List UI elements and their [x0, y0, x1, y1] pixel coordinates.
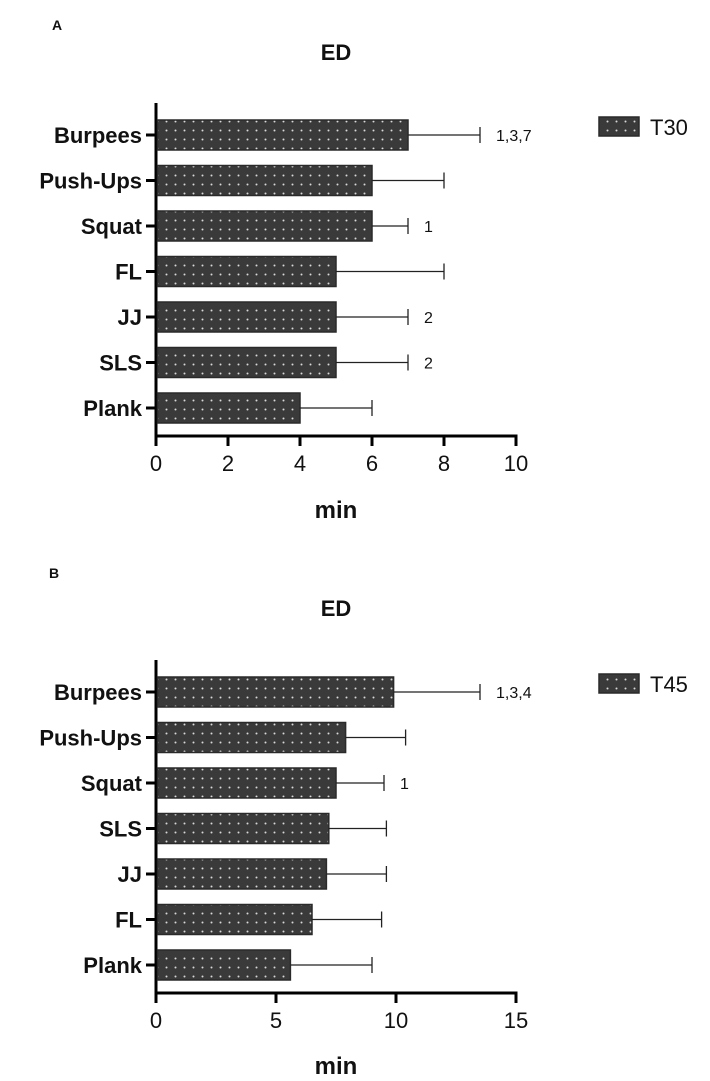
- panel-a-category-label: Squat: [81, 214, 143, 239]
- panel-b-letter: B: [49, 565, 59, 581]
- panel-a-bar-sls: [156, 346, 337, 379]
- panel-b-bar-sls: [156, 812, 330, 845]
- panel-b-legend-label: T45: [650, 672, 688, 697]
- panel-a-letter: A: [52, 17, 62, 33]
- panel-b-bar-burpees: [156, 676, 395, 708]
- panel-a-x-tick-label: 6: [366, 451, 378, 476]
- panel-b-title: ED: [321, 596, 352, 621]
- panel-a-bar-squat: [156, 210, 373, 242]
- panel-a-bar-plank: [156, 392, 301, 424]
- panel-b-bar-fl: [156, 903, 313, 936]
- panel-a-x-tick-label: 0: [150, 451, 162, 476]
- panel-a-x-tick-label: 2: [222, 451, 234, 476]
- panel-a-legend-label: T30: [650, 115, 688, 140]
- panel-a-bar-jj: [156, 301, 337, 333]
- panel-b-category-label: Burpees: [54, 680, 142, 705]
- panel-a-bar-push-ups: [156, 164, 373, 197]
- panel-b-category-label: Squat: [81, 771, 143, 796]
- panel-a-category-label: FL: [115, 260, 142, 285]
- panel-a-category-label: JJ: [118, 305, 142, 330]
- panel-b-category-label: FL: [115, 908, 142, 933]
- panel-a-category-label: SLS: [99, 351, 142, 376]
- panel-b-bar-plank: [156, 949, 292, 981]
- panel-b-category-label: SLS: [99, 817, 142, 842]
- panel-a-x-tick-label: 8: [438, 451, 450, 476]
- panel-b-legend-swatch: [598, 673, 640, 694]
- panel-a-category-label: Plank: [83, 396, 142, 421]
- panel-b-significance-label: 1: [400, 776, 409, 793]
- panel-a-title: ED: [321, 40, 352, 65]
- panel-b-bar-push-ups: [156, 721, 347, 754]
- panel-b-significance-label: 1,3,4: [496, 685, 532, 702]
- panel-b-x-tick-label: 0: [150, 1008, 162, 1033]
- panel-a-significance-label: 2: [424, 356, 433, 373]
- panel-b-category-label: Push-Ups: [39, 726, 142, 751]
- panel-b-category-label: Plank: [83, 953, 142, 978]
- panel-b-category-label: JJ: [118, 862, 142, 887]
- panel-a-significance-label: 2: [424, 310, 433, 327]
- panel-b-x-tick-label: 5: [270, 1008, 282, 1033]
- panel-a-bar-burpees: [156, 119, 409, 151]
- panel-a-category-label: Push-Ups: [39, 169, 142, 194]
- panel-a-legend-swatch: [598, 116, 640, 137]
- panel-b-bar-jj: [156, 858, 328, 890]
- panel-a-significance-label: 1,3,7: [496, 128, 532, 145]
- panel-b-bar-squat: [156, 767, 337, 799]
- panel-a-plot: 0 2 4 6 8 10 Burpees 1,3,7 Push-Ups Squat 1 FL JJ 2 SL…: [39, 103, 532, 476]
- panel-b-x-tick-label: 15: [504, 1008, 528, 1033]
- panel-a-category-label: Burpees: [54, 123, 142, 148]
- panel-b-x-axis-title: min: [315, 1053, 358, 1076]
- panel-b-x-tick-label: 10: [384, 1008, 408, 1033]
- panel-a-x-axis-title: min: [315, 497, 358, 524]
- panel-a-bar-fl: [156, 255, 337, 288]
- panel-b-plot: 0 5 10 15 Burpees 1,3,4 Push-Ups Squat 1 SLS JJ FL P…: [39, 660, 532, 1033]
- panel-a-significance-label: 1: [424, 219, 433, 236]
- panel-a-x-tick-label: 4: [294, 451, 306, 476]
- panel-a-x-tick-label: 10: [504, 451, 528, 476]
